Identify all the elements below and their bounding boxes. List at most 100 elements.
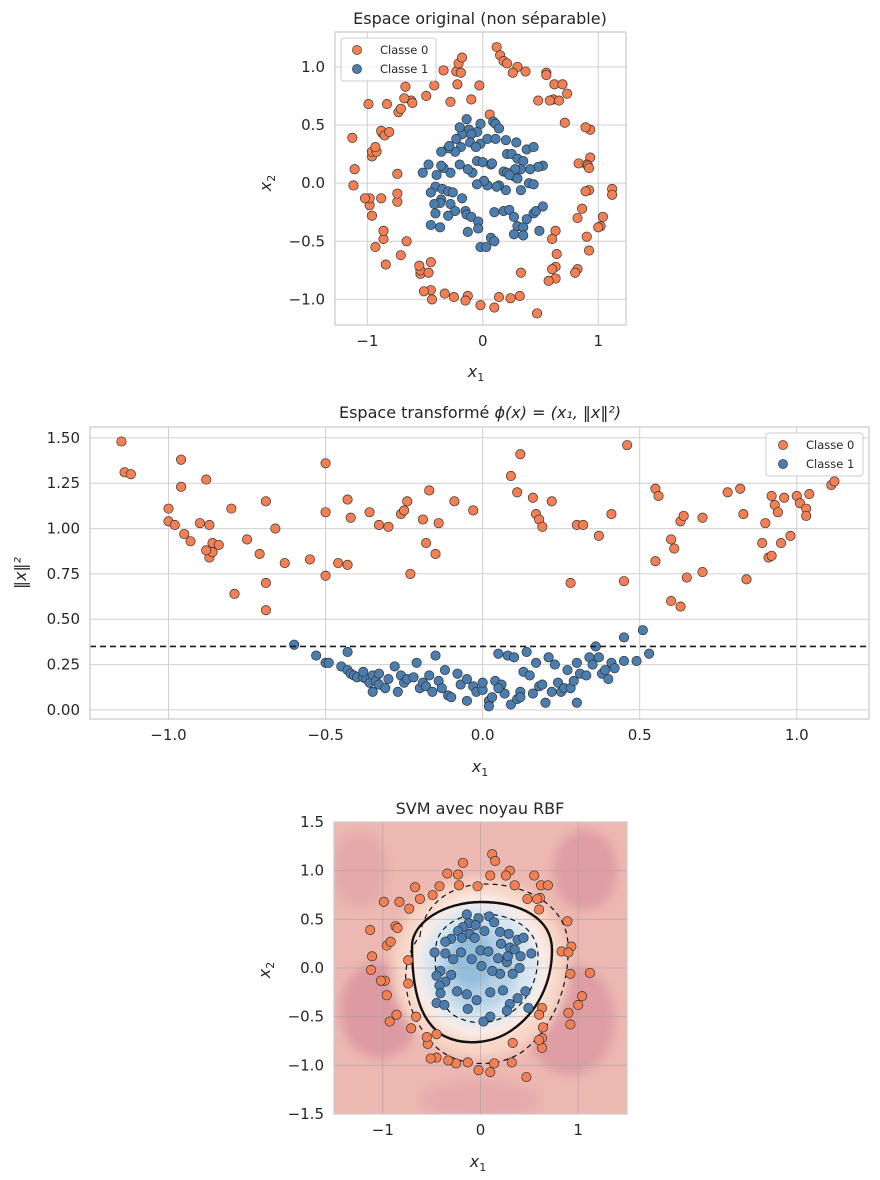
- data-point-class1: [487, 692, 498, 703]
- data-point-class1: [447, 187, 458, 198]
- data-point-class1: [528, 179, 539, 190]
- data-point-class1: [528, 142, 539, 153]
- y-tick-label: 0.5: [301, 116, 325, 134]
- data-point-class1: [383, 674, 394, 685]
- data-point-class1: [534, 225, 545, 236]
- data-point-class0: [194, 518, 205, 529]
- data-point-class1: [367, 686, 378, 697]
- data-point-class0: [201, 545, 212, 556]
- data-point-class1: [527, 688, 538, 699]
- data-point-class0: [534, 1009, 545, 1020]
- data-point-class0: [547, 233, 558, 245]
- data-point-class1: [518, 230, 529, 241]
- data-point-class0: [365, 924, 376, 936]
- data-point-class1: [479, 925, 490, 937]
- data-point-class0: [542, 880, 553, 891]
- data-point-class0: [425, 257, 436, 268]
- data-point-class0: [367, 951, 378, 962]
- data-point-class0: [515, 449, 526, 460]
- data-point-class1: [609, 663, 620, 674]
- data-point-class0: [653, 490, 664, 501]
- y-tick-label: 1.00: [47, 520, 80, 538]
- legend-label-class1: Classe 1: [380, 62, 428, 76]
- data-point-class0: [475, 300, 486, 311]
- data-point-class1: [471, 995, 482, 1006]
- data-point-class0: [572, 212, 583, 224]
- data-point-class0: [366, 210, 378, 221]
- data-point-class0: [514, 290, 525, 301]
- data-point-class1: [431, 169, 442, 181]
- x-tick-label: −0.5: [307, 726, 343, 744]
- data-point-class1: [461, 114, 472, 125]
- x-tick-label: 0.5: [628, 726, 652, 744]
- data-point-class0: [766, 490, 777, 501]
- data-point-class0: [578, 519, 589, 530]
- data-point-class0: [472, 881, 483, 892]
- data-point-class1: [452, 668, 463, 679]
- data-point-class1: [489, 207, 500, 218]
- data-point-class0: [442, 868, 453, 879]
- data-point-class0: [431, 1029, 442, 1040]
- data-point-class0: [125, 469, 136, 480]
- data-point-class1: [440, 948, 451, 959]
- data-point-class0: [557, 79, 568, 90]
- y-tick-label: −1.0: [288, 1056, 324, 1074]
- data-point-class1: [537, 679, 548, 690]
- data-point-class0: [427, 889, 438, 901]
- data-point-class1: [493, 683, 504, 694]
- data-point-class0: [546, 496, 557, 507]
- data-point-class1: [500, 135, 511, 146]
- data-point-class0: [505, 293, 516, 304]
- data-point-class1: [571, 697, 582, 708]
- data-point-class0: [392, 923, 403, 934]
- panel-transformed-ylabel: ‖x‖²: [11, 556, 30, 588]
- y-tick-label: 0.25: [47, 656, 80, 674]
- data-point-class1: [515, 692, 526, 703]
- data-point-class1: [524, 670, 535, 681]
- data-point-class0: [403, 955, 414, 966]
- legend-box: [765, 432, 864, 477]
- data-point-class1: [452, 986, 463, 997]
- data-point-class0: [201, 474, 212, 485]
- data-point-class1: [380, 683, 391, 694]
- data-point-class1: [462, 164, 473, 175]
- data-point-class1: [509, 652, 520, 663]
- data-point-class1: [439, 999, 450, 1011]
- data-point-class0: [489, 1058, 500, 1069]
- panel-original-title: Espace original (non séparable): [353, 9, 607, 28]
- data-point-class0: [452, 869, 464, 880]
- data-point-class0: [650, 556, 661, 567]
- data-point-class0: [583, 245, 595, 256]
- data-point-class1: [424, 670, 435, 681]
- data-point-class1: [481, 242, 492, 253]
- data-point-class0: [417, 514, 429, 525]
- data-point-class0: [533, 95, 544, 106]
- data-point-class0: [405, 568, 416, 579]
- data-point-class0: [522, 893, 533, 904]
- panel-original-legend: Classe 0 Classe 1: [340, 37, 437, 82]
- data-point-class0: [304, 554, 315, 565]
- data-point-class0: [666, 534, 677, 545]
- data-point-class1: [493, 123, 505, 134]
- data-point-class1: [512, 993, 523, 1004]
- data-point-class0: [185, 536, 196, 547]
- data-point-class0: [430, 548, 441, 560]
- data-point-class1: [490, 133, 501, 145]
- data-point-class0: [757, 538, 768, 549]
- data-point-class0: [348, 180, 359, 191]
- data-point-class0: [772, 507, 783, 518]
- data-point-class0: [418, 286, 429, 297]
- data-point-class1: [637, 625, 648, 636]
- data-point-class0: [400, 81, 411, 92]
- data-point-class0: [391, 1009, 402, 1020]
- panel-transformed-xlabel: x1: [471, 757, 488, 779]
- y-tick-label: −0.5: [289, 232, 325, 250]
- data-point-class0: [176, 481, 187, 492]
- data-point-class0: [394, 896, 405, 907]
- data-point-class1: [425, 219, 436, 231]
- data-point-class1: [408, 672, 419, 683]
- panel-transformed: Espace transformé ϕ(x) = (x₁, ‖x‖²) −1.0…: [11, 403, 870, 779]
- data-point-class1: [446, 969, 457, 980]
- x-tick-label: 1.0: [785, 726, 809, 744]
- data-point-class1: [489, 236, 500, 247]
